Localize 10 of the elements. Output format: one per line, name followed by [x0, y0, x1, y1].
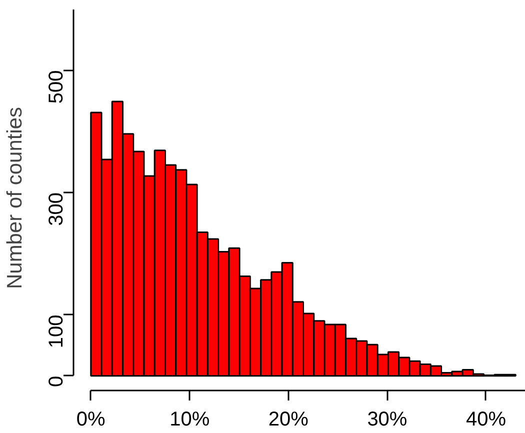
- y-tick-label: 0: [46, 376, 68, 387]
- x-tick-label: 0%: [76, 408, 106, 430]
- x-tick-label: 40%: [466, 408, 506, 430]
- x-tick-label: 10%: [170, 408, 210, 430]
- x-tick-label: 30%: [367, 408, 408, 430]
- y-axis-title: Number of counties: [4, 106, 26, 290]
- y-tick-label: 500: [46, 70, 68, 104]
- x-tick-label: 20%: [268, 408, 309, 430]
- y-tick-label: 100: [46, 314, 68, 348]
- y-tick-label: 300: [46, 192, 68, 226]
